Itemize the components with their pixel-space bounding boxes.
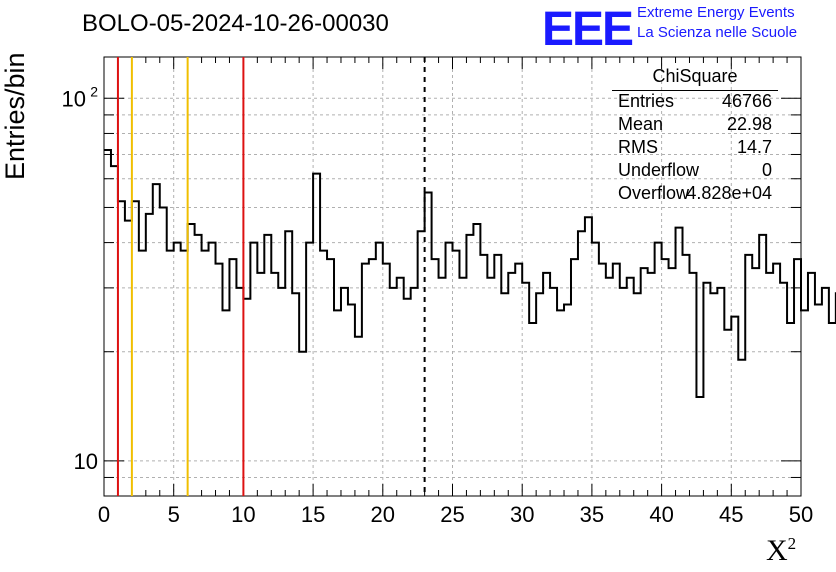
x-axis-label-superscript: 2 — [787, 534, 797, 553]
chart-title: BOLO-05-2024-10-26-00030 — [82, 10, 389, 37]
y-tick-label: 10 — [74, 449, 98, 474]
stats-box-divider — [612, 90, 778, 91]
logo-line-2: La Scienza nelle Scuole — [637, 24, 798, 41]
stats-label: Underflow — [618, 160, 700, 180]
x-tick-label: 35 — [580, 502, 604, 527]
x-tick-label: 5 — [168, 502, 180, 527]
stats-label: RMS — [618, 137, 658, 157]
stats-value: 0 — [761, 160, 772, 180]
stats-value: 14.7 — [736, 137, 772, 157]
x-tick-label: 30 — [510, 502, 534, 527]
eee-logo-mark: EEE — [542, 3, 634, 56]
stats-label: Mean — [618, 114, 664, 134]
x-tick-label: 40 — [649, 502, 673, 527]
stats-label: Entries — [618, 91, 675, 111]
y-axis-label: Entries/bin — [0, 52, 30, 180]
x-tick-label: 0 — [98, 502, 110, 527]
stats-row-rms: RMS 14.7 — [612, 136, 778, 159]
histogram-series — [104, 149, 836, 399]
x-tick-label: 50 — [789, 502, 813, 527]
logo-line-1: Extreme Energy Events — [637, 4, 795, 21]
stats-row-overflow: Overflow 4.828e+04 — [612, 182, 778, 205]
stats-box-title: ChiSquare — [652, 66, 738, 86]
stats-row-mean: Mean 22.98 — [612, 113, 778, 136]
stats-value: 46766 — [721, 91, 772, 111]
stats-box: ChiSquare Entries 46766 Mean 22.98 RMS 1… — [612, 66, 778, 205]
stats-row-entries: Entries 46766 — [612, 90, 778, 113]
x-axis-label: X2 — [766, 534, 797, 567]
x-tick-label: 25 — [440, 502, 464, 527]
x-tick-label: 45 — [719, 502, 743, 527]
x-tick-label: 15 — [301, 502, 325, 527]
x-tick-label: 10 — [231, 502, 255, 527]
stats-value: 22.98 — [726, 114, 772, 134]
stats-row-underflow: Underflow 0 — [612, 159, 778, 182]
y-tick-label: 10 — [62, 86, 86, 111]
stats-label: Overflow — [618, 183, 690, 203]
stats-value: 4.828e+04 — [686, 183, 772, 203]
y-tick-label-exponent: 2 — [90, 83, 98, 99]
x-tick-label: 20 — [371, 502, 395, 527]
